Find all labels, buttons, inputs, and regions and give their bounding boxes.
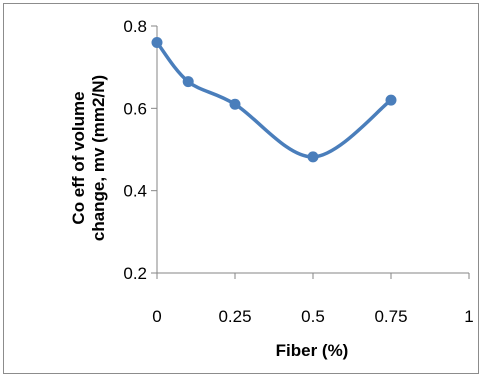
y-axis-title-line-1: Co eff of volume — [69, 91, 88, 224]
x-tick-label: 1 — [464, 307, 473, 326]
series-layer — [151, 36, 397, 163]
data-point — [385, 94, 397, 106]
y-tick-label: 0.4 — [123, 182, 147, 201]
y-tick-label: 0.2 — [123, 264, 147, 283]
data-point — [151, 36, 163, 48]
data-point — [182, 76, 194, 88]
y-tick-label: 0.8 — [123, 17, 147, 36]
series-line — [155, 40, 393, 159]
y-ticks: 0.2 0.4 0.6 0.8 — [123, 17, 157, 283]
x-tick-label: 0.5 — [301, 307, 325, 326]
y-axis-title: Co eff of volume change, mv (mm2/N) — [69, 75, 108, 241]
axes — [156, 26, 469, 274]
x-ticks: 0 0.25 0.5 0.75 1 — [152, 273, 474, 326]
data-point — [229, 98, 241, 110]
x-tick-label: 0.75 — [374, 307, 407, 326]
y-tick-label: 0.6 — [123, 99, 147, 118]
x-axis-title: Fiber (%) — [276, 341, 349, 360]
x-tick-label: 0 — [152, 307, 161, 326]
chart-frame — [3, 3, 479, 374]
data-point — [307, 151, 319, 163]
y-axis-title-line-2: change, mv (mm2/N) — [89, 75, 108, 241]
x-tick-label: 0.25 — [218, 307, 251, 326]
